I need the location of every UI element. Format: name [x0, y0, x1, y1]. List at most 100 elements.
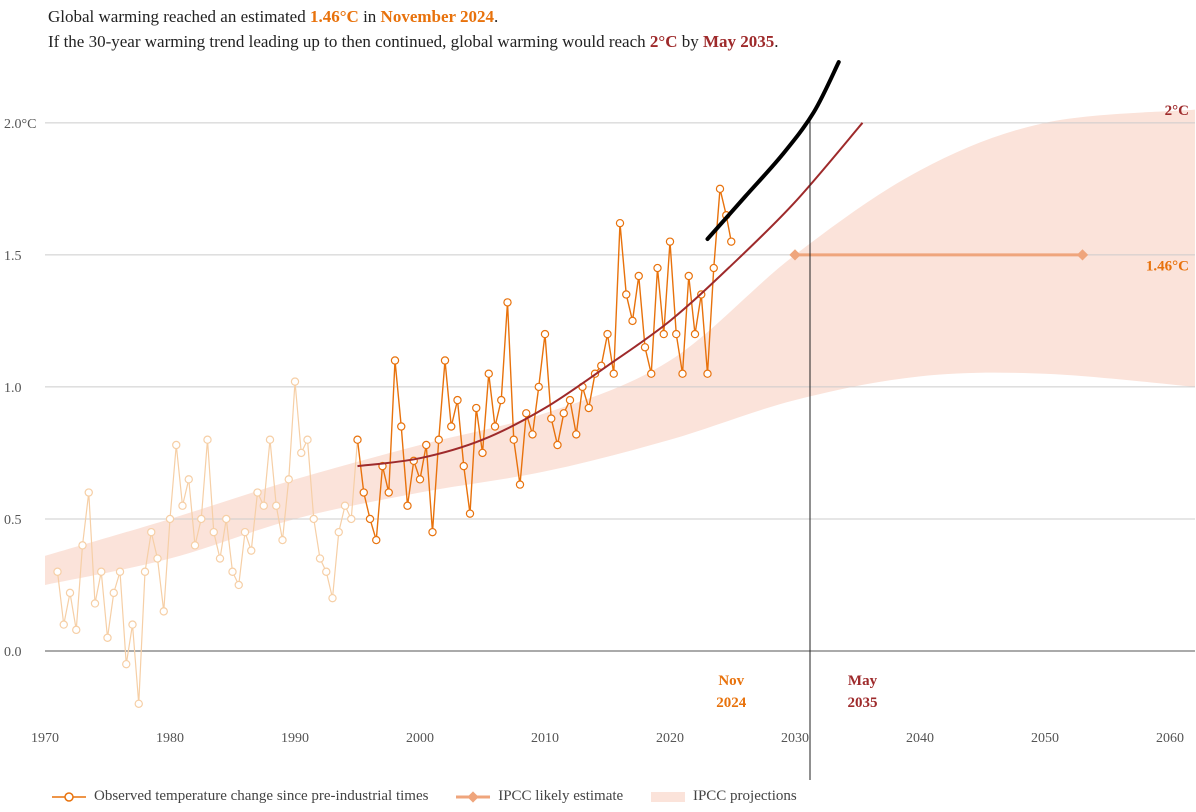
observed-point — [209, 527, 218, 537]
observed-point — [715, 184, 725, 194]
observed-point — [365, 514, 375, 524]
observed-point — [78, 541, 87, 550]
observed-point — [559, 409, 568, 418]
observed-point — [709, 263, 718, 273]
observed-point — [397, 422, 406, 431]
y-tick-label: 1.0 — [4, 381, 22, 396]
observed-point — [703, 369, 712, 378]
observed-point — [172, 440, 181, 450]
observed-point — [159, 607, 168, 616]
observed-point — [522, 409, 531, 418]
observed-point — [340, 501, 350, 510]
legend-observed-label: Observed temperature change since pre-in… — [94, 788, 429, 805]
observed-point — [422, 440, 431, 450]
observed-point — [547, 414, 556, 423]
observed-point — [553, 440, 562, 450]
observed-point — [672, 329, 681, 339]
trend-curve — [357, 122, 864, 468]
observed-point — [528, 430, 537, 439]
observed-point — [315, 554, 325, 563]
observed-point — [459, 461, 468, 471]
observed-point — [128, 620, 137, 629]
observed-point — [659, 329, 668, 339]
observed-point — [122, 659, 131, 669]
hand-drawn-stroke — [705, 60, 841, 242]
observed-point — [572, 430, 581, 439]
headline-1-value: 1.46°C — [309, 7, 359, 26]
observed-point — [634, 271, 643, 281]
observed-point — [503, 298, 512, 307]
observed-point — [372, 535, 381, 545]
observed-point — [90, 599, 100, 608]
observed-point — [284, 475, 293, 484]
temperature-chart: 0.0 0.5 1.0 1.5 2.0°C 1970 1980 1990 2000 2010 202… — [4, 60, 1195, 780]
legend-ipcc-estimate-swatch — [456, 790, 491, 803]
x-tick-label: 1970 — [31, 731, 59, 746]
observed-point — [727, 237, 736, 246]
headline-2-end: . — [774, 32, 779, 51]
observed-point — [222, 514, 231, 524]
observed-point — [272, 501, 281, 510]
hand-drawn-annotation — [705, 60, 841, 242]
observed-point — [165, 514, 175, 524]
y-tick-label: 0.0 — [4, 645, 22, 660]
chart-headline: Global warming reached an estimated 1.46… — [48, 4, 779, 54]
observed-point — [84, 488, 93, 497]
observed-point — [509, 435, 518, 444]
y-tick-label: 1.5 — [4, 249, 22, 264]
headline-1-end: . — [494, 7, 499, 26]
observed-point — [184, 475, 193, 484]
x-tick-label: 1980 — [156, 731, 184, 746]
observed-point — [647, 369, 656, 378]
observed-point — [240, 527, 250, 537]
observed-point — [465, 509, 475, 518]
observed-point — [472, 403, 481, 413]
legend-ipcc-projections-swatch — [650, 791, 685, 802]
x-tick-label: 2000 — [406, 731, 434, 746]
ipcc-estimate-segment — [789, 249, 1089, 261]
observed-point — [584, 403, 593, 413]
observed-point — [303, 435, 312, 444]
headline-2-text: If the 30-year warming trend leading up … — [48, 32, 650, 51]
date-annotation-line1: May — [848, 673, 878, 689]
observed-point — [515, 480, 525, 489]
observed-point — [334, 527, 343, 537]
x-tick-label: 2050 — [1031, 731, 1059, 746]
ipcc-projection-band — [45, 109, 1195, 585]
legend-observed-swatch — [52, 791, 86, 802]
observed-point — [565, 395, 575, 405]
observed-point — [478, 448, 487, 458]
observed-point — [415, 475, 425, 484]
headline-1-date: November 2024 — [380, 7, 495, 26]
observed-point — [197, 514, 206, 524]
observed-point — [628, 316, 637, 326]
observed-point — [484, 369, 493, 378]
x-tick-label: 2020 — [656, 731, 684, 746]
observed-point — [497, 395, 506, 405]
observed-point — [97, 567, 106, 576]
observed-point — [684, 271, 693, 281]
x-tick-label: 2060 — [1156, 731, 1184, 746]
observed-point — [215, 554, 225, 563]
date-annotation-line1: Nov — [718, 673, 744, 689]
observed-point — [59, 620, 68, 629]
observed-point — [153, 554, 162, 563]
headline-line-1: Global warming reached an estimated 1.46… — [48, 4, 779, 29]
observed-point — [359, 488, 368, 497]
x-tick-label: 1990 — [281, 731, 309, 746]
observed-point — [353, 435, 362, 444]
x-tick-label: 2030 — [781, 731, 809, 746]
observed-series-faded — [53, 377, 359, 708]
legend-item-observed[interactable]: Observed temperature change since pre-in… — [50, 788, 428, 805]
observed-point — [403, 501, 412, 510]
legend-item-ipcc-projections[interactable]: IPCC projections — [649, 788, 797, 805]
observed-point — [447, 422, 456, 431]
legend-ipcc-projections-label: IPCC projections — [692, 788, 797, 805]
headline-2-date: May 2035 — [702, 32, 775, 51]
observed-point — [653, 263, 662, 273]
legend-item-ipcc-estimate[interactable]: IPCC likely estimate — [454, 788, 623, 805]
observed-point — [490, 422, 500, 431]
x-tick-label: 2040 — [906, 731, 934, 746]
y-tick-label: 2.0°C — [4, 117, 36, 132]
trend-line — [357, 122, 864, 468]
